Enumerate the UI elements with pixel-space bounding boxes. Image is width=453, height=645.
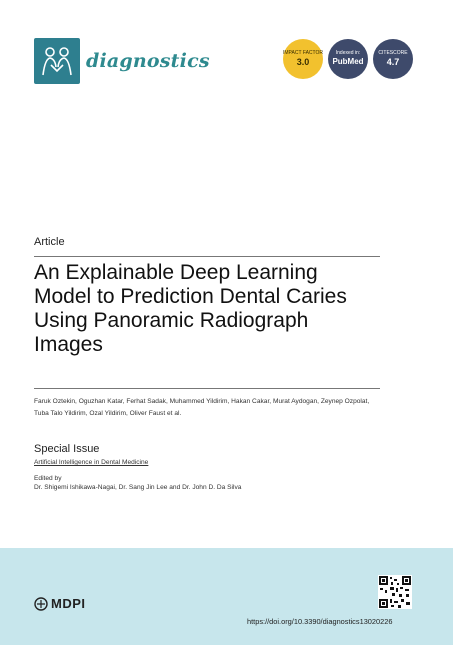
pubmed-badge: Indexed in: PubMed (328, 39, 368, 79)
article-title: An Explainable Deep Learning Model to Pr… (34, 261, 347, 356)
citescore-badge: CITESCORE 4.7 (373, 39, 413, 79)
impact-factor-badge: IMPACT FACTOR 3.0 (283, 39, 323, 79)
journal-logo: diagnostics (34, 38, 210, 84)
citescore-value: 4.7 (386, 57, 400, 67)
publisher-name: MDPI (51, 596, 86, 611)
doi-link[interactable]: https://doi.org/10.3390/diagnostics13020… (247, 617, 393, 626)
pubmed-label: Indexed in: (335, 50, 361, 56)
divider (34, 256, 380, 257)
special-issue-link[interactable]: Artificial Intelligence in Dental Medici… (34, 459, 149, 466)
mdpi-icon (34, 596, 48, 611)
pubmed-value: PubMed (332, 57, 364, 66)
citescore-label: CITESCORE (378, 50, 408, 56)
footer-band (0, 548, 453, 645)
article-type: Article (34, 236, 65, 248)
impact-factor-value: 3.0 (296, 57, 310, 67)
edited-by-label: Edited by (34, 475, 62, 482)
journal-name: diagnostics (86, 50, 210, 72)
publisher-logo: MDPI (34, 596, 86, 611)
qr-code-icon (378, 575, 412, 609)
author-list: Faruk Oztekin, Oguzhan Katar, Ferhat Sad… (34, 398, 370, 417)
journal-logo-icon (34, 38, 80, 84)
impact-factor-label: IMPACT FACTOR (283, 50, 324, 56)
editor-list: Dr. Shigemi Ishikawa-Nagai, Dr. Sang Jin… (34, 484, 242, 491)
divider (34, 388, 380, 389)
special-issue-heading: Special Issue (34, 443, 100, 455)
